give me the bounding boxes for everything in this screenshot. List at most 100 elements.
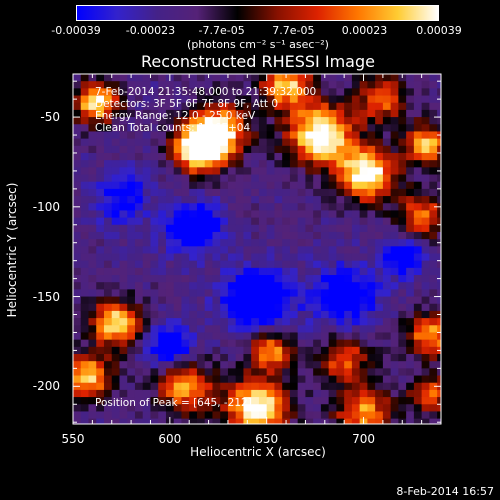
heatmap-cell bbox=[351, 145, 361, 154]
heatmap-cell bbox=[437, 325, 442, 333]
heatmap-cell bbox=[258, 203, 268, 211]
heatmap-cell bbox=[251, 354, 260, 362]
heatmap-cell bbox=[282, 167, 291, 176]
heatmap-cell bbox=[227, 418, 237, 425]
heatmap-cell bbox=[142, 95, 151, 104]
heatmap-cell bbox=[243, 332, 252, 341]
heatmap-cell bbox=[258, 397, 268, 405]
heatmap-cell bbox=[282, 267, 291, 276]
heatmap-cell bbox=[243, 404, 252, 412]
heatmap-cell bbox=[437, 303, 442, 312]
heatmap-cell bbox=[320, 167, 330, 176]
heatmap-cell bbox=[111, 74, 120, 82]
heatmap-cell bbox=[274, 418, 283, 425]
heatmap-cell bbox=[88, 253, 97, 262]
heatmap-cell bbox=[220, 95, 229, 104]
heatmap-cell bbox=[158, 174, 167, 183]
heatmap-cell bbox=[282, 88, 291, 97]
heatmap-cell bbox=[429, 289, 438, 298]
heatmap-cell bbox=[313, 310, 322, 319]
heatmap-cell bbox=[142, 239, 151, 247]
heatmap-cell bbox=[421, 109, 430, 118]
heatmap-cell bbox=[344, 124, 353, 132]
heatmap-cell bbox=[429, 296, 438, 305]
heatmap-cell bbox=[313, 138, 322, 147]
heatmap-cell bbox=[134, 246, 144, 254]
heatmap-cell bbox=[282, 174, 291, 183]
heatmap-cell bbox=[359, 188, 368, 197]
heatmap-cell bbox=[251, 397, 260, 405]
annotation-time: 7-Feb-2014 21:35:48.000 to 21:39:32.000 bbox=[95, 86, 317, 98]
heatmap-cell bbox=[227, 203, 237, 211]
heatmap-cell bbox=[313, 375, 322, 384]
heatmap-cell bbox=[127, 275, 136, 283]
heatmap-cell bbox=[96, 332, 105, 341]
heatmap-cell bbox=[196, 231, 206, 240]
heatmap-cell bbox=[289, 117, 299, 125]
heatmap-cell bbox=[359, 411, 368, 420]
heatmap-cell bbox=[243, 95, 252, 104]
heatmap-cell bbox=[421, 253, 430, 262]
heatmap-cell bbox=[181, 210, 190, 219]
heatmap-cell bbox=[313, 74, 322, 82]
heatmap-cell bbox=[134, 117, 144, 125]
heatmap-cell bbox=[398, 102, 407, 111]
heatmap-cell bbox=[266, 224, 275, 233]
heatmap-cell bbox=[181, 375, 190, 384]
heatmap-cell bbox=[406, 397, 415, 405]
heatmap-cell bbox=[398, 81, 407, 89]
heatmap-cell bbox=[127, 296, 136, 305]
heatmap-cell bbox=[235, 332, 244, 341]
heatmap-cell bbox=[134, 375, 144, 384]
y-tick-label: -200 bbox=[32, 379, 60, 394]
heatmap-cell bbox=[274, 325, 283, 333]
heatmap-cell bbox=[243, 368, 252, 377]
heatmap-cell bbox=[313, 167, 322, 176]
heatmap-cell bbox=[142, 152, 151, 161]
heatmap-cell bbox=[96, 160, 105, 168]
heatmap-cell bbox=[158, 418, 167, 425]
heatmap-cell bbox=[398, 296, 407, 305]
heatmap-cell bbox=[258, 74, 268, 82]
heatmap-cell bbox=[189, 332, 198, 341]
heatmap-cell bbox=[111, 411, 120, 420]
heatmap-cell bbox=[96, 167, 105, 176]
heatmap-cell bbox=[367, 275, 376, 283]
heatmap-cell bbox=[196, 160, 206, 168]
heatmap-cell bbox=[212, 375, 221, 384]
heatmap-cell bbox=[103, 88, 113, 97]
heatmap-cell bbox=[413, 289, 423, 298]
heatmap-cell bbox=[220, 181, 229, 190]
heatmap-cell bbox=[344, 109, 353, 118]
heatmap-cell bbox=[196, 188, 206, 197]
heatmap-cell bbox=[359, 303, 368, 312]
heatmap-cell bbox=[220, 389, 229, 398]
heatmap-cell bbox=[204, 267, 213, 276]
heatmap-cell bbox=[134, 275, 144, 283]
heatmap-cell bbox=[150, 167, 159, 176]
heatmap-cell bbox=[243, 289, 252, 298]
heatmap-cell bbox=[382, 418, 392, 425]
heatmap-cell bbox=[88, 138, 97, 147]
heatmap-cell bbox=[96, 418, 105, 425]
heatmap-cell bbox=[243, 354, 252, 362]
heatmap-cell bbox=[96, 196, 105, 204]
heatmap-cell bbox=[406, 174, 415, 183]
heatmap-cell bbox=[282, 332, 291, 341]
heatmap-cell bbox=[189, 253, 198, 262]
heatmap-cell bbox=[258, 145, 268, 154]
heatmap-cell bbox=[243, 188, 252, 197]
heatmap-cell bbox=[382, 289, 392, 298]
heatmap-cell bbox=[359, 310, 368, 319]
heatmap-cell bbox=[88, 382, 97, 391]
heatmap-cell bbox=[297, 181, 306, 190]
heatmap-cell bbox=[398, 246, 407, 254]
heatmap-cell bbox=[375, 339, 384, 348]
heatmap-cell bbox=[111, 217, 120, 226]
heatmap-cell bbox=[328, 404, 337, 412]
heatmap-cell bbox=[297, 160, 306, 168]
heatmap-cell bbox=[119, 74, 128, 82]
heatmap-cell bbox=[336, 81, 345, 89]
heatmap-cell bbox=[406, 88, 415, 97]
heatmap-cell bbox=[266, 346, 275, 355]
